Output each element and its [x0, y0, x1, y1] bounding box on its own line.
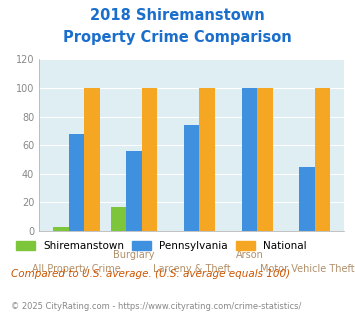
Text: Arson: Arson — [235, 250, 263, 260]
Text: Motor Vehicle Theft: Motor Vehicle Theft — [260, 264, 354, 274]
Bar — [142, 88, 157, 231]
Bar — [53, 227, 69, 231]
Text: All Property Crime: All Property Crime — [32, 264, 121, 274]
Bar — [242, 88, 257, 231]
Bar — [257, 88, 273, 231]
Text: Burglary: Burglary — [113, 250, 155, 260]
Text: Larceny & Theft: Larceny & Theft — [153, 264, 231, 274]
Bar — [84, 88, 100, 231]
Bar — [184, 125, 200, 231]
Bar — [315, 88, 331, 231]
Bar — [299, 167, 315, 231]
Bar — [111, 207, 126, 231]
Bar — [200, 88, 215, 231]
Text: Property Crime Comparison: Property Crime Comparison — [63, 30, 292, 45]
Bar — [126, 151, 142, 231]
Text: Compared to U.S. average. (U.S. average equals 100): Compared to U.S. average. (U.S. average … — [11, 269, 290, 279]
Text: 2018 Shiremanstown: 2018 Shiremanstown — [90, 8, 265, 23]
Bar — [69, 134, 84, 231]
Text: © 2025 CityRating.com - https://www.cityrating.com/crime-statistics/: © 2025 CityRating.com - https://www.city… — [11, 302, 301, 311]
Legend: Shiremanstown, Pennsylvania, National: Shiremanstown, Pennsylvania, National — [16, 241, 307, 251]
